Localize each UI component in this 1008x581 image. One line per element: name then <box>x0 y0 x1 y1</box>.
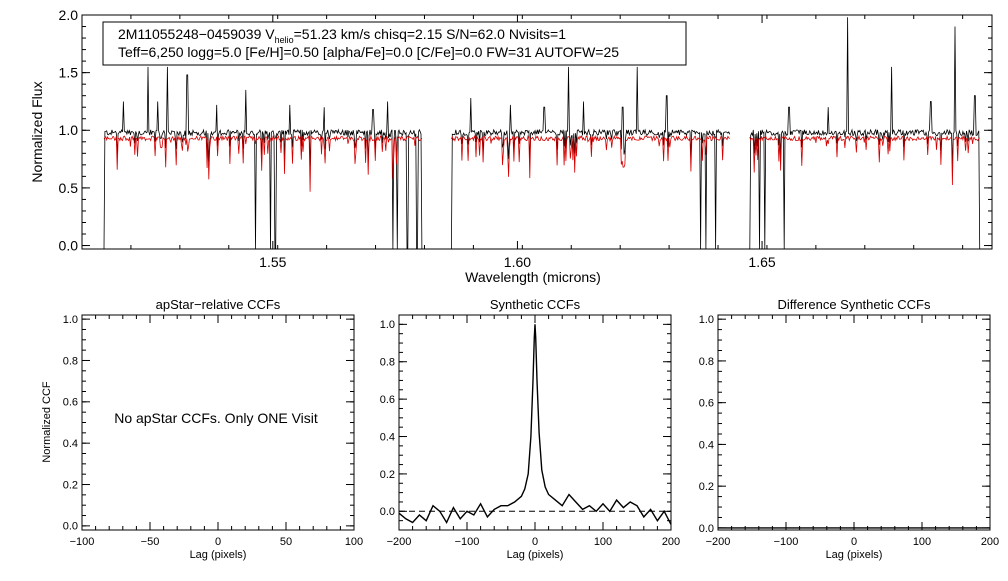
spectrum-info-box <box>102 21 687 66</box>
synthetic-ccf-data <box>398 324 672 525</box>
difference-ccf-ytick-label: 0.4 <box>699 439 714 451</box>
synthetic-ccf-frame <box>398 314 672 531</box>
apstar-ccf-title: apStar−relative CCFs <box>156 297 281 312</box>
difference-ccf-xtick-label: 200 <box>981 536 999 548</box>
model-spectrum-chip-3 <box>749 134 980 186</box>
observed-spectrum-chip-2 <box>451 66 731 250</box>
spectrum-ylabel: Normalized Flux <box>29 81 45 182</box>
synthetic-ccf-curve <box>398 324 672 525</box>
synthetic-ccf-ytick-label: 0.0 <box>380 506 395 518</box>
apstar-ccf-xtick-label: 50 <box>280 536 292 548</box>
synthetic-ccf-ytick-label: 0.2 <box>380 469 395 481</box>
synthetic-ccf-xtick-label: 200 <box>662 536 680 548</box>
apstar-ccf-ytick-label: 0.2 <box>63 479 78 491</box>
synthetic-ccf-ytick-label: 0.8 <box>380 357 395 369</box>
no-ccf-annotation: No apStar CCFs. Only ONE Visit <box>114 410 318 426</box>
difference-ccf-ytick-label: 0.0 <box>699 523 714 535</box>
apstar-ccf-axes: −100 −50 0 50 100 0.0 0.2 0.4 0.6 0.8 1.0 <box>63 314 363 548</box>
apstar-ccf-ytick-label: 0.4 <box>63 438 78 450</box>
spectrum-axes: 1.55 1.60 1.65 0.0 0.5 1.0 1.5 2.0 <box>59 7 992 270</box>
difference-ccf-ytick-label: 0.6 <box>699 398 714 410</box>
difference-ccf-xtick-label: 100 <box>913 536 931 548</box>
spectrum-xlabel: Wavelength (microns) <box>465 269 601 285</box>
apstar-ccf-frame <box>81 314 355 531</box>
info-line-1: 2M11055248−0459039 Vhelio=51.23 km/s chi… <box>118 26 566 45</box>
difference-ccf-title: Difference Synthetic CCFs <box>778 297 931 312</box>
difference-ccf-frame <box>717 314 991 531</box>
apstar-ccf-ytick-label: 0.6 <box>63 397 78 409</box>
apstar-ccf-xtick-label: −100 <box>70 536 95 548</box>
observed-spectrum-chip-3 <box>749 17 981 250</box>
synthetic-ccf-ytick-label: 0.4 <box>380 431 395 443</box>
difference-ccf-xtick-label: 0 <box>851 536 857 548</box>
difference-ccf-ytick-label: 0.8 <box>699 356 714 368</box>
difference-ccf-panel: −200 −100 0 100 200 0.0 0.2 0.4 0.6 0.8 1.0 Differ… <box>699 297 999 561</box>
synthetic-ccf-xlabel: Lag (pixels) <box>507 549 564 561</box>
synthetic-ccf-xtick-label: −100 <box>455 536 480 548</box>
info-line-2: Teff=6,250 logg=5.0 [Fe/H]=0.50 [alpha/F… <box>118 44 619 60</box>
apstar-ccf-xtick-label: 100 <box>345 536 363 548</box>
spectrum-xtick-label: 1.55 <box>259 254 286 270</box>
apstar-ccf-ytick-label: 1.0 <box>63 314 78 326</box>
apstar-ccf-ytick-label: 0.0 <box>63 521 78 533</box>
spectrum-ytick-label: 1.0 <box>59 122 79 138</box>
spectrum-ytick-label: 0.0 <box>59 237 79 253</box>
apstar-ccf-xtick-label: 0 <box>215 536 221 548</box>
synthetic-ccf-title: Synthetic CCFs <box>490 297 581 312</box>
difference-ccf-axes: −200 −100 0 100 200 0.0 0.2 0.4 0.6 0.8 1.0 <box>699 314 999 548</box>
synthetic-ccf-ytick-label: 0.6 <box>380 394 395 406</box>
observed-spectrum-chip-1 <box>103 66 423 250</box>
difference-ccf-xlabel: Lag (pixels) <box>826 549 883 561</box>
spectrum-panel: 1.55 1.60 1.65 0.0 0.5 1.0 1.5 2.0 2M11055248−0… <box>29 7 993 285</box>
spectrum-ytick-label: 1.5 <box>59 65 79 81</box>
synthetic-ccf-axes: −200 −100 0 100 200 0.0 0.2 0.4 0.6 0.8 1.0 <box>380 314 680 548</box>
spectrum-ytick-label: 0.5 <box>59 180 79 196</box>
spectrum-xtick-label: 1.60 <box>504 254 531 270</box>
spectrum-lines <box>103 17 981 250</box>
apstar-ccf-ylabel: Normalized CCF <box>41 381 53 463</box>
model-spectrum-chip-1 <box>103 134 423 192</box>
difference-ccf-xtick-label: −100 <box>774 536 799 548</box>
apstar-ccf-panel: −100 −50 0 50 100 0.0 0.2 0.4 0.6 0.8 1.0 apStar−r… <box>41 297 363 561</box>
synthetic-ccf-xtick-label: 100 <box>594 536 612 548</box>
difference-ccf-xtick-label: −200 <box>706 536 731 548</box>
synthetic-ccf-xtick-label: −200 <box>387 536 412 548</box>
apstar-ccf-ytick-label: 0.8 <box>63 355 78 367</box>
spectrum-xtick-label: 1.65 <box>748 254 775 270</box>
model-spectrum-chip-2 <box>451 134 730 179</box>
spectrum-ytick-label: 2.0 <box>59 7 79 23</box>
synthetic-ccf-panel: −200 −100 0 100 200 0.0 0.2 0.4 0.6 0.8 1.0 Synthe… <box>380 297 680 561</box>
synthetic-ccf-ytick-label: 1.0 <box>380 319 395 331</box>
difference-ccf-ytick-label: 0.2 <box>699 481 714 493</box>
difference-ccf-ytick-label: 1.0 <box>699 314 714 326</box>
spectrum-frame <box>81 14 993 250</box>
apstar-ccf-xlabel: Lag (pixels) <box>190 549 247 561</box>
apstar-ccf-xtick-label: −50 <box>141 536 160 548</box>
synthetic-ccf-xtick-label: 0 <box>532 536 538 548</box>
